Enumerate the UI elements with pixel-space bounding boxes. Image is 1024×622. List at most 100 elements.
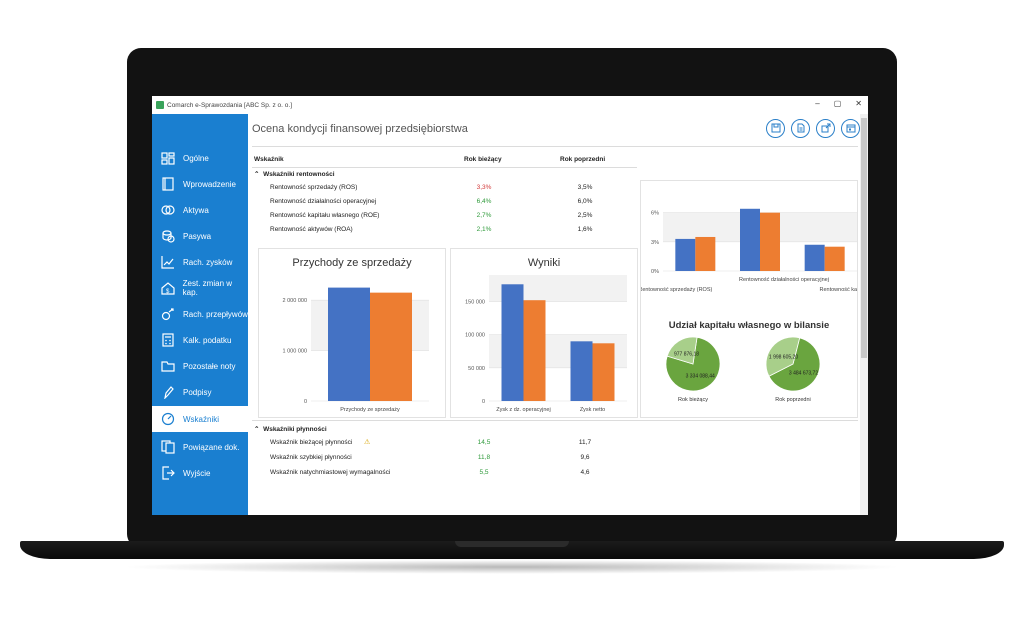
title-bar: Comarch e-Sprawozdania [ABC Sp. z o. o.]… bbox=[152, 96, 868, 114]
group-header-profitability[interactable]: ⌃ Wskaźniki rentowności bbox=[254, 171, 335, 178]
gauge-icon bbox=[160, 411, 176, 427]
sidebar-item-ogolne[interactable]: Ogólne bbox=[152, 145, 248, 171]
flow-icon bbox=[160, 306, 176, 322]
pie-value-label: 3 334 088,44 bbox=[686, 373, 715, 379]
maximize-button[interactable]: ▢ bbox=[833, 99, 842, 108]
laptop-notch bbox=[455, 541, 569, 547]
svg-text:$: $ bbox=[166, 289, 170, 295]
pie-label: Rok bieżący bbox=[678, 397, 708, 403]
row-current: 6,4% bbox=[476, 198, 492, 205]
row-previous: 3,5% bbox=[577, 184, 593, 191]
chart-revenue: 0 1 000 000 2 000 000 Przychody ze sprzedaż… bbox=[283, 287, 429, 413]
row-label: Wskaźnik szybkiej płynności bbox=[270, 454, 352, 461]
sidebar-item-label: Wskaźniki bbox=[183, 414, 220, 424]
row-previous: 1,6% bbox=[577, 226, 593, 233]
row-label: Wskaźnik bieżącej płynności bbox=[270, 439, 353, 446]
row-previous: 9,6 bbox=[580, 454, 590, 461]
pie-slice bbox=[765, 336, 801, 377]
column-header-indicator: Wskaźnik bbox=[254, 156, 284, 163]
sidebar-item-aktywa[interactable]: Aktywa bbox=[152, 197, 248, 223]
pie-slice bbox=[768, 337, 821, 392]
row-previous: 4,6 bbox=[580, 469, 590, 476]
bar bbox=[328, 287, 370, 401]
bar bbox=[804, 244, 825, 271]
minimize-button[interactable]: – bbox=[815, 99, 820, 108]
row-previous: 11,7 bbox=[578, 439, 592, 446]
export-button[interactable] bbox=[816, 119, 835, 138]
bar bbox=[675, 238, 696, 271]
calendar-button[interactable] bbox=[841, 119, 860, 138]
bar bbox=[824, 246, 845, 271]
sidebar-item-wskazniki[interactable]: Wskaźniki bbox=[152, 406, 248, 432]
sidebar-item-powiazane-dok[interactable]: Powiązane dok. bbox=[152, 434, 248, 460]
sidebar-item-label: Rach. przepływów bbox=[183, 309, 248, 319]
pie-slice bbox=[666, 336, 698, 365]
chart-title: Udział kapitału własnego w bilansie bbox=[668, 320, 830, 331]
y-tick-label: 150 000 bbox=[465, 300, 485, 306]
x-tick-label: Przychody ze sprzedaży bbox=[340, 407, 400, 413]
sidebar-item-rach-przeplywow[interactable]: Rach. przepływów bbox=[152, 301, 248, 327]
documents-icon bbox=[160, 439, 176, 455]
bar bbox=[370, 292, 412, 401]
document-button[interactable] bbox=[791, 119, 810, 138]
warning-icon[interactable]: ⚠ bbox=[364, 439, 371, 446]
folder-icon bbox=[160, 358, 176, 374]
chart-title: Przychody ze sprzedaży bbox=[292, 257, 412, 269]
row-current: 11,8 bbox=[477, 454, 491, 461]
sidebar-item-podpisy[interactable]: Podpisy bbox=[152, 379, 248, 405]
sidebar-item-pasywa[interactable]: Pasywa bbox=[152, 223, 248, 249]
sidebar-item-wyjscie[interactable]: Wyjście bbox=[152, 460, 248, 486]
bar bbox=[592, 343, 615, 401]
y-tick-label: 6% bbox=[651, 211, 659, 217]
row-current: 2,1% bbox=[476, 226, 492, 233]
calendar-icon bbox=[846, 120, 856, 138]
y-tick-label: 1 000 000 bbox=[283, 349, 307, 355]
chart-equity-panel: Udział kapitału własnego w bilansie 3 33… bbox=[640, 310, 858, 418]
y-tick-label: 0 bbox=[482, 399, 485, 405]
row-previous: 6,0% bbox=[577, 198, 593, 205]
bar bbox=[760, 212, 780, 271]
pie-value-label: 1 998 605,20 bbox=[769, 354, 798, 360]
y-tick-label: 50 000 bbox=[468, 366, 485, 372]
dashboard-icon bbox=[160, 150, 176, 166]
chart-revenue-panel: Przychody ze sprzedaży 0 1 000 000 2 000 0… bbox=[258, 248, 446, 418]
divider bbox=[252, 167, 637, 168]
x-tick-label: Zysk z dz. operacyjnej bbox=[496, 407, 550, 413]
sidebar-item-wprowadzenie[interactable]: Wprowadzenie bbox=[152, 171, 248, 197]
vertical-scrollbar[interactable] bbox=[860, 114, 868, 515]
row-label: Rentowność sprzedaży (ROS) bbox=[270, 184, 358, 191]
x-tick-label: Rentowność kapitału własn bbox=[819, 287, 857, 293]
group-header-liquidity[interactable]: ⌃ Wskaźniki płynności bbox=[254, 426, 327, 433]
calculator-icon bbox=[160, 332, 176, 348]
row-label: Rentowność działalności operacyjnej bbox=[270, 198, 377, 205]
sidebar-item-zest-zmian[interactable]: $ Zest. zmian w kap. bbox=[152, 275, 248, 301]
row-current: 5,5 bbox=[479, 469, 489, 476]
chart-growth-icon bbox=[160, 254, 176, 270]
sidebar-item-label: Podpisy bbox=[183, 387, 212, 397]
close-button[interactable]: ✕ bbox=[855, 99, 862, 108]
chart-equity-pies: 3 334 088,44 977 876,18 Rok bieżący 3 484 6… bbox=[665, 336, 821, 403]
pie-value-label: 977 876,18 bbox=[674, 352, 699, 358]
sidebar-item-kalk-podatku[interactable]: Kalk. podatku bbox=[152, 327, 248, 353]
row-current: 3,3% bbox=[476, 184, 492, 191]
x-tick-label: Rentowność sprzedaży (ROS) bbox=[641, 287, 712, 293]
bar bbox=[695, 236, 716, 271]
sidebar-item-label: Wyjście bbox=[183, 468, 211, 478]
app-logo-icon bbox=[156, 101, 164, 109]
divider bbox=[252, 146, 858, 147]
row-label: Rentowność kapitału własnego (ROE) bbox=[270, 212, 380, 219]
sidebar-item-label: Rach. zysków bbox=[183, 257, 233, 267]
sidebar-item-label: Pasywa bbox=[183, 231, 212, 241]
coins-icon bbox=[160, 202, 176, 218]
group-label: Wskaźniki płynności bbox=[263, 426, 327, 433]
sidebar-item-pozostale-noty[interactable]: Pozostałe noty bbox=[152, 353, 248, 379]
scroll-thumb[interactable] bbox=[861, 118, 867, 358]
page-title: Ocena kondycji finansowej przedsiębiorst… bbox=[252, 123, 468, 135]
bar bbox=[740, 208, 760, 271]
exit-icon bbox=[160, 465, 176, 481]
sidebar-item-rach-zyskow[interactable]: Rach. zysków bbox=[152, 249, 248, 275]
window-title: Comarch e-Sprawozdania [ABC Sp. z o. o.] bbox=[167, 101, 293, 109]
sidebar-item-label: Kalk. podatku bbox=[183, 335, 232, 345]
save-button[interactable] bbox=[766, 119, 785, 138]
row-current: 14,5 bbox=[477, 439, 491, 446]
